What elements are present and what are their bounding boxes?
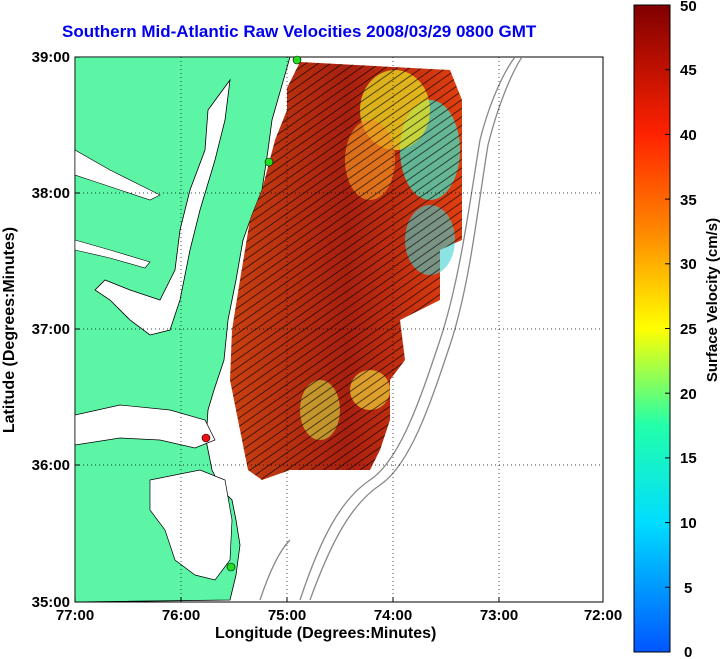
station-marker: [226, 562, 236, 572]
x-tick-label: 72:00: [584, 607, 622, 624]
y-axis-label: Latitude (Degrees:Minutes): [1, 227, 18, 433]
colorbar-tick-label: 40: [680, 127, 697, 144]
axis-ticks: [74, 56, 604, 603]
rappahannock-river: [75, 239, 151, 269]
colorbar-tick-label: 10: [680, 515, 697, 532]
station-marker: [264, 157, 274, 167]
x-axis-label: Longitude (Degrees:Minutes): [215, 625, 437, 642]
colorbar-tick-label: 20: [680, 386, 697, 403]
velocity-field: [230, 62, 462, 480]
colorbar-tick-label: 5: [684, 580, 692, 597]
pamlico-sound: [149, 469, 233, 581]
y-tick-label: 38:00: [32, 185, 70, 202]
potomac-river: [75, 149, 161, 201]
colorbar-ticks: [665, 4, 670, 653]
grid-lines: [75, 57, 603, 602]
colorbar-tick-label: 15: [680, 450, 697, 467]
x-tick-label: 77:00: [56, 607, 94, 624]
y-tick-label: 39:00: [32, 49, 70, 66]
colorbar-tick-label: 25: [680, 321, 697, 338]
y-tick-label: 35:00: [32, 594, 70, 611]
colorbar-tick-label: 50: [680, 0, 697, 15]
colorbar-tick-label: 45: [680, 62, 697, 79]
x-tick-label: 73:00: [480, 607, 518, 624]
colorbar-tick-label: 30: [680, 256, 697, 273]
x-tick-label: 76:00: [162, 607, 200, 624]
x-tick-label: 74:00: [374, 607, 412, 624]
colorbar-tick-label: 35: [680, 192, 697, 209]
chesapeake-bay: [94, 78, 231, 336]
bathymetry-contours: [259, 57, 523, 601]
map-title: Southern Mid-Atlantic Raw Velocities 200…: [62, 22, 537, 41]
land-mainland: [75, 57, 291, 602]
y-tick-label: 36:00: [32, 457, 70, 474]
x-tick-label: 75:00: [268, 607, 306, 624]
station-marker-red: [201, 433, 211, 443]
station-marker: [292, 55, 302, 65]
albemarle-sound: [75, 404, 216, 449]
colorbar: [633, 4, 671, 653]
y-tick-label: 37:00: [32, 321, 70, 338]
colorbar-tick-label: 0: [684, 644, 692, 659]
colorbar-label: Surface Velocity (cm/s): [704, 218, 721, 382]
